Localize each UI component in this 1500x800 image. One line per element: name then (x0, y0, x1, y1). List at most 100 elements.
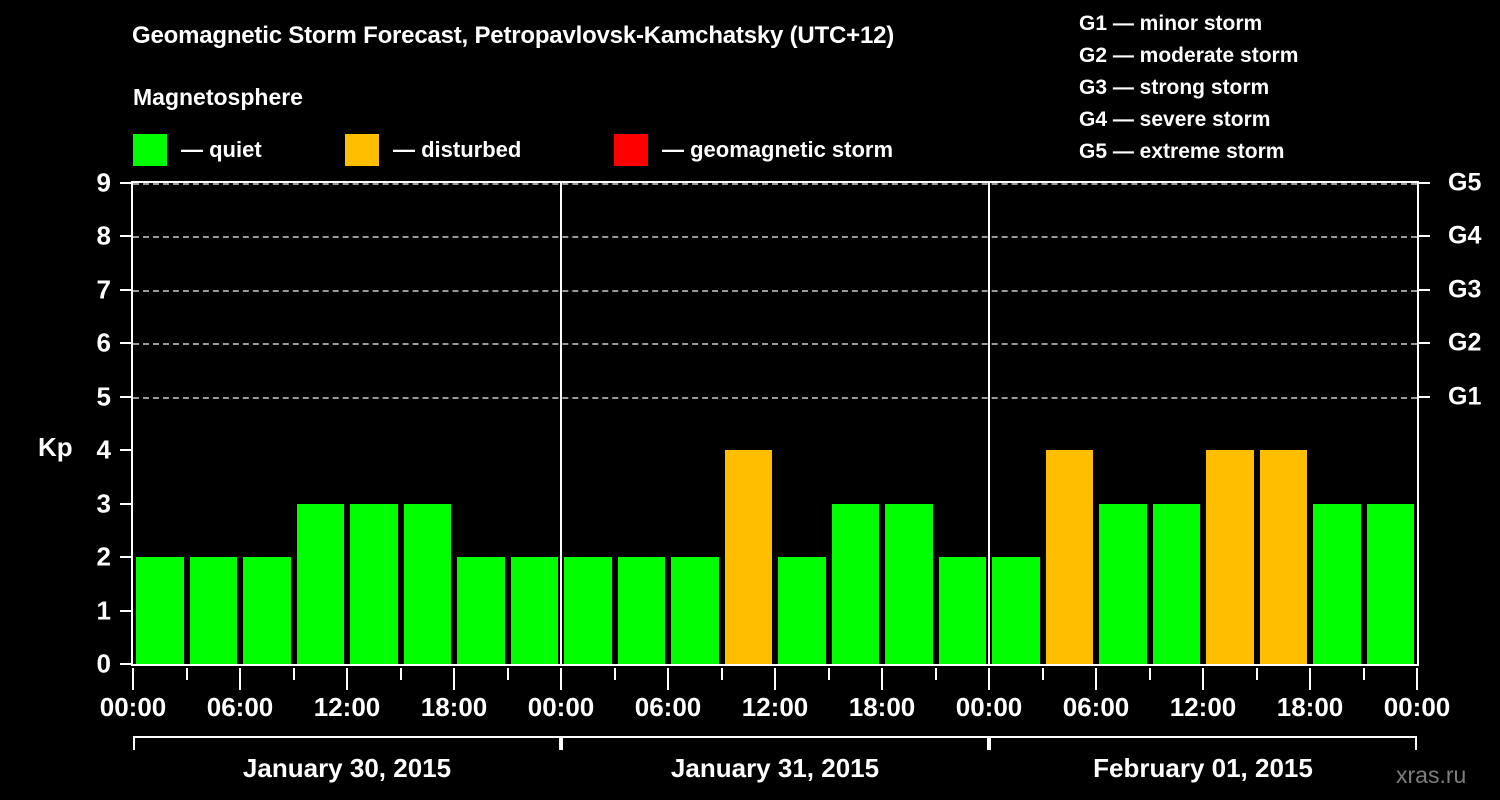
kp-bar[interactable] (457, 557, 505, 664)
y-tick-mark (120, 182, 131, 184)
y-tick-mark (120, 556, 131, 559)
legend-item-1: — disturbed (345, 133, 521, 167)
x-tick-label: 06:00 (206, 692, 274, 722)
x-tick-minor (399, 668, 402, 680)
x-tick-major (988, 668, 990, 690)
g-tick-label-G1: G1 (1448, 382, 1482, 411)
kp-bar[interactable] (296, 503, 344, 664)
legend-item-0: — quiet (133, 133, 262, 167)
y-tick-label: 6 (96, 327, 111, 358)
x-tick-label: 18:00 (848, 692, 916, 722)
g-tick-mark (1419, 342, 1430, 345)
kp-bar[interactable] (1313, 503, 1361, 664)
g-tick-label-G5: G5 (1448, 168, 1482, 197)
y-tick-mark (120, 663, 131, 665)
kp-bar[interactable] (724, 450, 772, 664)
legend-item-label: — geomagnetic storm (662, 137, 894, 162)
kp-bar[interactable] (617, 557, 665, 664)
x-tick-label: 06:00 (634, 692, 702, 722)
kp-bar[interactable] (938, 557, 986, 664)
g-scale-row-2: G2 — moderate storm (1079, 44, 1299, 67)
legend-item-label: — disturbed (393, 137, 522, 162)
x-tick-minor (1041, 668, 1044, 680)
date-label: February 01, 2015 (1093, 753, 1313, 783)
kp-bar[interactable] (189, 557, 237, 664)
gridline-kp-7 (133, 289, 1417, 292)
kp-bar[interactable] (671, 557, 719, 664)
kp-bar[interactable] (136, 557, 184, 664)
kp-bar[interactable] (1259, 450, 1307, 664)
day-separator (988, 183, 990, 664)
y-tick-mark (120, 502, 131, 505)
kp-bar[interactable] (243, 557, 291, 664)
x-tick-major (239, 668, 241, 690)
kp-bar[interactable] (1045, 450, 1093, 664)
y-tick-label: 0 (96, 648, 111, 679)
y-tick-label: 8 (96, 220, 111, 251)
y-tick-mark (120, 449, 131, 452)
gridline-kp-6 (133, 343, 1417, 346)
x-tick-major (881, 668, 883, 690)
page-title: Geomagnetic Storm Forecast, Petropavlovs… (132, 22, 895, 49)
y-tick-mark (120, 235, 131, 238)
kp-bar[interactable] (564, 557, 612, 664)
g-tick-label-G2: G2 (1448, 328, 1482, 357)
x-tick-major (667, 668, 669, 690)
x-tick-major (1416, 668, 1418, 690)
y-tick-label: 3 (96, 488, 111, 519)
x-tick-label: 06:00 (1062, 692, 1130, 722)
kp-bar[interactable] (1366, 503, 1414, 664)
date-bracket (133, 736, 561, 750)
kp-bar[interactable] (1206, 450, 1254, 664)
kp-bar[interactable] (885, 503, 933, 664)
g-tick-mark (1419, 395, 1430, 398)
g-tick-mark (1419, 288, 1430, 291)
x-tick-minor (613, 668, 616, 680)
kp-bar[interactable] (1152, 503, 1200, 664)
kp-bar[interactable] (992, 557, 1040, 664)
x-tick-major (1095, 668, 1097, 690)
green-swatch (133, 134, 167, 166)
kp-bar[interactable] (350, 503, 398, 664)
g-scale-legend: G1 — minor storm G2 — moderate storm G3 — … (1079, 8, 1409, 168)
x-tick-label: 18:00 (1276, 692, 1344, 722)
day-separator (560, 183, 562, 664)
x-tick-major (132, 668, 134, 690)
date-label: January 31, 2015 (670, 753, 880, 783)
x-tick-label: 18:00 (420, 692, 488, 722)
g-tick-mark (1419, 235, 1430, 238)
x-tick-minor (1362, 668, 1365, 680)
x-tick-label: 00:00 (1383, 692, 1451, 722)
date-bracket (561, 736, 989, 750)
y-tick-mark (120, 609, 131, 612)
x-tick-minor (1255, 668, 1258, 680)
kp-bar[interactable] (403, 503, 451, 664)
x-tick-label: 12:00 (741, 692, 809, 722)
x-tick-label: 00:00 (99, 692, 167, 722)
date-label: January 30, 2015 (242, 753, 452, 783)
y-tick-label: 1 (96, 595, 111, 626)
orange-swatch (345, 134, 379, 166)
x-tick-major (560, 668, 562, 690)
x-tick-label: 12:00 (1169, 692, 1237, 722)
x-tick-major (346, 668, 348, 690)
y-tick-label: 2 (96, 541, 111, 572)
g-tick-label-G3: G3 (1448, 275, 1482, 304)
g-scale-row-4: G4 — severe storm (1079, 108, 1271, 131)
x-tick-minor (506, 668, 509, 680)
plot-area (131, 181, 1419, 666)
y-tick-label: 9 (96, 167, 111, 198)
x-tick-minor (827, 668, 830, 680)
legend-heading: Magnetosphere (133, 84, 303, 110)
kp-bar[interactable] (1099, 503, 1147, 664)
g-scale-row-3: G3 — strong storm (1079, 76, 1270, 99)
red-swatch (614, 134, 648, 166)
y-tick-mark (120, 288, 131, 291)
kp-bar[interactable] (778, 557, 826, 664)
kp-bar[interactable] (510, 557, 558, 664)
kp-bar[interactable] (831, 503, 879, 664)
gridline-kp-8 (133, 236, 1417, 239)
x-tick-minor (1148, 668, 1151, 680)
legend-item-label: — quiet (181, 137, 262, 162)
